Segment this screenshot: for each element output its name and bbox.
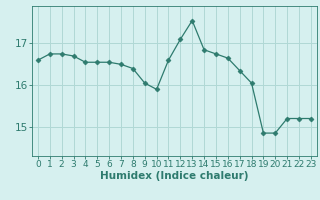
X-axis label: Humidex (Indice chaleur): Humidex (Indice chaleur) <box>100 171 249 181</box>
